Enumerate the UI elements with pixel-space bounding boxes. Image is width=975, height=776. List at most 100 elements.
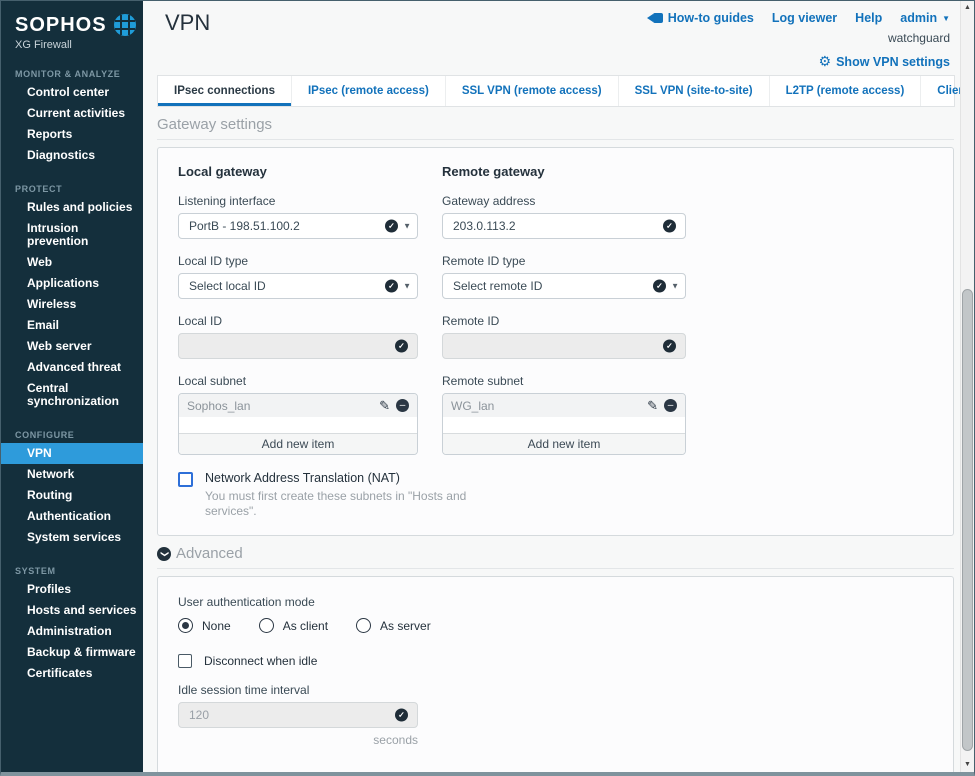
sidebar-item-vpn[interactable]: VPN xyxy=(1,443,143,464)
sidebar-item-backup-firmware[interactable]: Backup & firmware xyxy=(27,645,136,659)
video-camera-icon xyxy=(646,13,663,23)
check-circle-icon: ✓ xyxy=(395,708,408,722)
nat-help-text: You must first create these subnets in "… xyxy=(205,489,467,518)
local-id-type-select[interactable]: Select local ID xyxy=(178,273,418,299)
sidebar-item-system-services[interactable]: System services xyxy=(27,530,122,544)
chevron-down-icon: ▼ xyxy=(942,13,950,23)
dropdown-caret-icon: ▼ xyxy=(671,281,679,291)
remove-circle-icon[interactable]: – xyxy=(664,399,677,412)
dropdown-caret-icon: ▼ xyxy=(403,281,411,291)
radio-none[interactable]: None xyxy=(178,618,231,633)
radio-as-server[interactable]: As server xyxy=(356,618,431,633)
sidebar-item-reports[interactable]: Reports xyxy=(27,127,73,141)
check-circle-icon: ✓ xyxy=(385,219,398,233)
check-circle-icon: ✓ xyxy=(385,279,398,293)
check-circle-icon: ✓ xyxy=(395,339,408,353)
admin-menu[interactable]: admin ▼ xyxy=(900,11,950,25)
tab-ipsec-remote-access[interactable]: IPsec (remote access) xyxy=(292,76,446,106)
gateway-address-label: Gateway address xyxy=(442,194,536,208)
sidebar-item-rules-and-policies[interactable]: Rules and policies xyxy=(27,200,133,214)
disconnect-when-idle-checkbox[interactable] xyxy=(178,654,192,668)
remove-circle-icon[interactable]: – xyxy=(396,399,409,412)
remote-id-type-label: Remote ID type xyxy=(442,254,526,268)
help-link[interactable]: Help xyxy=(855,11,883,25)
header-links: How-to guides Log viewer Help admin ▼ xyxy=(646,11,950,25)
list-item[interactable]: WG_lan ✎ – xyxy=(443,394,685,417)
idle-session-label: Idle session time interval xyxy=(178,683,310,697)
brand-block: SOPHOS XG Firewall xyxy=(1,1,143,51)
remote-id-type-select[interactable]: Select remote ID xyxy=(442,273,686,299)
sidebar-item-certificates[interactable]: Certificates xyxy=(27,666,93,680)
brand-logo-text: SOPHOS xyxy=(15,13,107,36)
howto-guides-link[interactable]: How-to guides xyxy=(646,11,754,25)
remote-subnet-add-new-item[interactable]: Add new item xyxy=(443,433,685,454)
user-auth-mode-label: User authentication mode xyxy=(178,595,315,609)
sidebar-item-advanced-threat[interactable]: Advanced threat xyxy=(27,360,122,374)
advanced-heading[interactable]: ❯ Advanced xyxy=(157,545,954,569)
list-item[interactable]: Sophos_lan ✎ – xyxy=(179,394,417,417)
sidebar-item-administration[interactable]: Administration xyxy=(27,624,112,638)
idle-session-unit: seconds xyxy=(373,733,418,747)
vertical-scrollbar[interactable]: ▲ ▼ xyxy=(960,1,974,772)
sidebar-item-network[interactable]: Network xyxy=(27,467,75,481)
idle-session-input[interactable] xyxy=(178,702,418,728)
gateway-address-input[interactable] xyxy=(442,213,686,239)
tab-ssl-vpn-site-to-site[interactable]: SSL VPN (site-to-site) xyxy=(619,76,770,106)
check-circle-icon: ✓ xyxy=(663,339,676,353)
gateway-settings-panel: Local gateway Remote gateway Listening i… xyxy=(157,147,954,536)
main-area: VPN How-to guides Log viewer Help admin … xyxy=(143,1,960,772)
local-id-label: Local ID xyxy=(178,314,223,328)
chevron-circle-icon: ❯ xyxy=(157,546,171,561)
radio-icon xyxy=(356,618,372,633)
local-id-input[interactable] xyxy=(178,333,418,359)
sidebar-item-intrusion-prevention[interactable]: Intrusion prevention xyxy=(27,221,89,248)
nat-checkbox[interactable] xyxy=(178,472,193,487)
local-subnet-add-new-item[interactable]: Add new item xyxy=(179,433,417,454)
sidebar-item-current-activities[interactable]: Current activities xyxy=(27,106,126,120)
sidebar-item-email[interactable]: Email xyxy=(27,318,60,332)
sidebar-item-wireless[interactable]: Wireless xyxy=(27,297,77,311)
gateway-settings-heading: Gateway settings xyxy=(157,116,954,140)
remote-gateway-title: Remote gateway xyxy=(442,164,545,179)
tab-ipsec-connections[interactable]: IPsec connections xyxy=(158,76,292,106)
show-vpn-settings-button[interactable]: ⚙ Show VPN settings xyxy=(818,54,950,70)
sidebar-item-diagnostics[interactable]: Diagnostics xyxy=(27,148,96,162)
remote-id-label: Remote ID xyxy=(442,314,500,328)
pencil-icon[interactable]: ✎ xyxy=(379,397,390,413)
sidebar-item-profiles[interactable]: Profiles xyxy=(27,582,72,596)
remote-subnet-label: Remote subnet xyxy=(442,374,524,388)
local-gateway-title: Local gateway xyxy=(178,164,267,179)
radio-as-client[interactable]: As client xyxy=(258,618,328,633)
scrollbar-thumb[interactable] xyxy=(962,289,973,751)
nav-section-configure: CONFIGURE xyxy=(15,430,75,440)
sidebar-item-web[interactable]: Web xyxy=(27,255,53,269)
nav-section-protect: PROTECT xyxy=(15,184,63,194)
remote-id-input[interactable] xyxy=(442,333,686,359)
gear-icon: ⚙ xyxy=(818,54,832,70)
pencil-icon[interactable]: ✎ xyxy=(647,397,658,413)
local-subnet-list: Sophos_lan ✎ – Add new item xyxy=(178,393,418,455)
nat-label: Network Address Translation (NAT) xyxy=(205,471,400,485)
scrollbar-up-arrow-icon[interactable]: ▲ xyxy=(964,4,971,11)
tab-clientless-access[interactable]: Clientless access xyxy=(921,76,960,106)
sidebar-item-authentication[interactable]: Authentication xyxy=(27,509,111,523)
radio-icon xyxy=(178,618,193,633)
content: Gateway settings Local gateway Remote ga… xyxy=(143,107,960,772)
sidebar-item-routing[interactable]: Routing xyxy=(27,488,73,502)
sidebar-item-hosts-and-services[interactable]: Hosts and services xyxy=(27,603,137,617)
sidebar-item-web-server[interactable]: Web server xyxy=(27,339,92,353)
dropdown-caret-icon: ▼ xyxy=(403,221,411,231)
log-viewer-link[interactable]: Log viewer xyxy=(771,11,838,25)
sidebar-item-applications[interactable]: Applications xyxy=(27,276,100,290)
listening-interface-select[interactable]: PortB - 198.51.100.2 xyxy=(178,213,418,239)
page-title: VPN xyxy=(165,10,211,35)
check-circle-icon: ✓ xyxy=(653,279,666,293)
local-subnet-label: Local subnet xyxy=(178,374,247,388)
tab-ssl-vpn-remote-access[interactable]: SSL VPN (remote access) xyxy=(446,76,619,106)
disconnect-when-idle-label: Disconnect when idle xyxy=(204,653,318,668)
sidebar-item-control-center[interactable]: Control center xyxy=(27,85,110,99)
sidebar: SOPHOS XG Firewall MONITOR & ANALYZE Con… xyxy=(1,1,143,772)
scrollbar-down-arrow-icon[interactable]: ▼ xyxy=(964,761,971,768)
tab-l2tp-remote-access[interactable]: L2TP (remote access) xyxy=(770,76,922,106)
sidebar-item-central-synchronization[interactable]: Central synchronization xyxy=(27,381,120,408)
